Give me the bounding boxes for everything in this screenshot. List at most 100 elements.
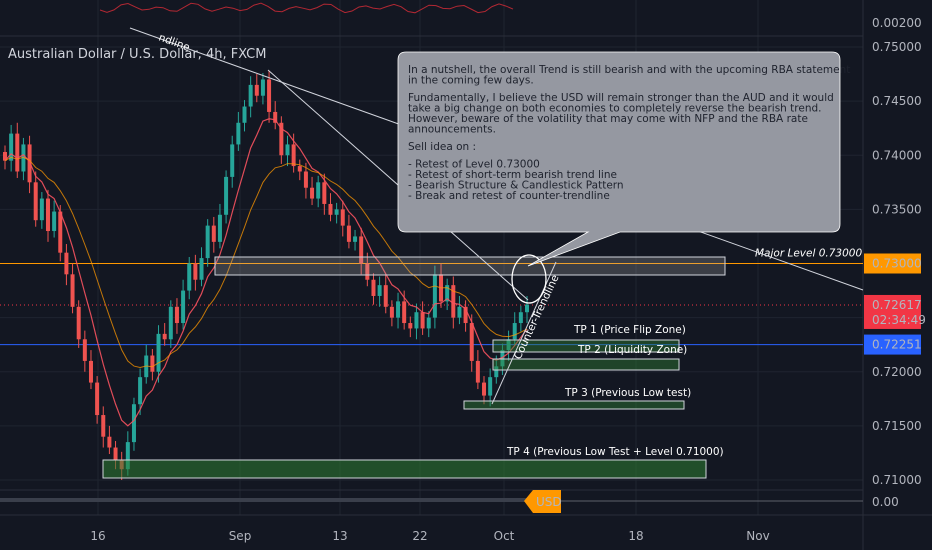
candle-body [310,187,315,199]
candle-body [211,225,216,242]
candle-body [193,263,198,280]
candle-body [340,209,345,226]
candle-body [475,360,480,383]
note-line: In a nutshell, the overall Trend is stil… [408,64,850,76]
candle-body [506,339,511,351]
candle-body [88,360,93,383]
price-badge-label: 0.73000 [872,257,922,271]
candle-body [138,377,143,405]
ema-slow-line [4,156,528,369]
y-tick-label: 0.75000 [872,40,922,54]
price-badge [864,294,921,329]
price-badge [864,334,921,355]
note-callout[interactable] [397,51,841,267]
note-line: in the coming few days. [408,75,534,87]
candle-body [131,404,136,443]
candle-body [359,236,364,264]
candle-body [303,171,308,188]
candle-body [377,285,382,296]
candle-body [254,84,259,96]
candle-body [230,144,235,177]
price-badge-label: 0.72251 [872,338,922,352]
candle-body [27,144,32,183]
tp3-label: TP 3 (Previous Low test) [564,387,691,399]
tp1-label: TP 1 (Price Flip Zone) [573,324,686,336]
usd-badge[interactable] [524,490,561,513]
candle-body [187,263,192,291]
candle-body [168,306,173,340]
y-tick-label: 0.71000 [872,473,922,487]
note-line: Sell idea on : [408,141,476,153]
candle-body [285,144,290,156]
candle-body [297,166,302,172]
candle-body [494,366,499,378]
y-tick-label: 0.74500 [872,94,922,108]
candle-body [396,301,401,318]
level-retest-zone [214,256,726,276]
candle-body [451,285,456,318]
note-line: take a big change on both economies to c… [408,103,822,115]
tp4-zone [102,459,707,479]
candle-body [408,323,413,329]
candle-body [113,447,118,461]
candle-body [322,182,327,204]
candle-body [125,442,130,470]
candle-body [402,301,407,324]
candle-body [156,333,161,372]
candle-body [242,106,247,123]
note-line: - Break and retest of counter-trendline [408,190,610,202]
candle-body [174,306,179,324]
candle-body [3,152,7,161]
candle-body [217,214,222,242]
candle-body [107,436,112,448]
retest-highlight [511,254,547,304]
y-tick-label: 0.72000 [872,365,922,379]
candle-body [21,144,26,172]
candle-body [482,382,487,396]
candle-body [150,355,155,372]
candle-body [15,133,20,172]
y-tick-label: 0.71500 [872,419,922,433]
candle-body [39,198,44,221]
candle-body [512,323,517,340]
note-line: However, beware of the volatility that m… [408,113,808,125]
candle-body [199,258,204,280]
y-tick-label: 0.74000 [872,148,922,162]
tp2-zone [492,358,680,371]
candle-body [414,312,419,329]
candle-body [236,122,241,145]
x-tick-label: 22 [412,529,427,543]
candle-body [76,306,81,340]
candle-body [445,285,450,302]
candle-body [291,144,296,167]
x-tick-label: Nov [746,529,769,543]
bottom-indicator-bar [0,498,530,502]
x-tick-label: Oct [494,529,515,543]
candle-body [488,377,493,396]
note-line: - Retest of Level 0.73000 [408,159,540,171]
ema-line [4,118,528,427]
bottom-indicator-tick: 0.00 [872,495,899,509]
candle-body [389,306,394,318]
usd-badge-label: USD [536,495,562,509]
candle-body [95,382,100,416]
note-line: announcements. [408,124,496,136]
candle-body [426,317,431,329]
top-indicator-line [99,2,514,14]
candle-body [181,290,186,324]
price-badge [864,253,921,274]
major-level-label: Major Level 0.73000 [755,248,862,260]
candle-body [420,312,425,329]
x-tick-label: 18 [628,529,643,543]
candle-body [58,211,63,253]
candle-body [353,236,358,242]
top-indicator-tick: 0.00200 [872,16,922,30]
candle-body [463,306,468,324]
candle-body [273,111,278,123]
tp3-zone [463,400,685,410]
y-tick-label: 0.73500 [872,202,922,216]
tp1-zone [492,339,680,353]
candle-body [162,333,167,340]
